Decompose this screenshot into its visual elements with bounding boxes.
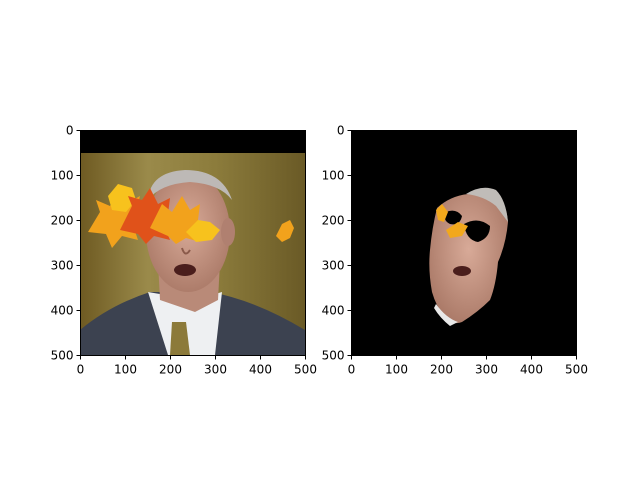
right-ytick-label-500: 500: [322, 349, 345, 363]
left-xtick-label-300: 300: [204, 363, 227, 377]
right-xtick-label-400: 400: [520, 363, 543, 377]
left-ytick-label-0: 0: [66, 124, 74, 138]
right-axes-frame: [351, 130, 577, 356]
left-xtick-label-400: 400: [249, 363, 272, 377]
mouth: [174, 264, 196, 276]
left-xtick-label-0: 0: [77, 363, 85, 377]
left-ytick-label-300: 300: [51, 259, 74, 273]
black-band: [80, 130, 305, 153]
leaf-fragment-2: [446, 222, 468, 238]
right-xtick-label-300: 300: [475, 363, 498, 377]
left-ytick-label-100: 100: [51, 169, 74, 183]
segmented-hair: [466, 187, 508, 222]
right-xtick-label-200: 200: [430, 363, 453, 377]
right-ytick-label-300: 300: [322, 259, 345, 273]
left-ytick-label-400: 400: [51, 304, 74, 318]
hair: [148, 170, 232, 200]
right-ytick-label-100: 100: [322, 169, 345, 183]
left-xtick-label-200: 200: [159, 363, 182, 377]
right-ytick-label-200: 200: [322, 214, 345, 228]
tie: [170, 322, 190, 355]
mask-hole-2: [464, 220, 490, 242]
right-image: [351, 130, 576, 355]
right-ytick-label-0: 0: [337, 124, 345, 138]
left-axes-frame: [80, 130, 306, 356]
right-xtick-label-0: 0: [348, 363, 356, 377]
left-image: [80, 130, 305, 355]
right-ytick-label-400: 400: [322, 304, 345, 318]
left-ytick-label-500: 500: [51, 349, 74, 363]
left-xtick-label-100: 100: [114, 363, 137, 377]
left-xtick-label-500: 500: [294, 363, 317, 377]
right-xtick-label-500: 500: [565, 363, 588, 377]
segmented-collar: [434, 304, 458, 326]
left-ytick-label-200: 200: [51, 214, 74, 228]
right-xtick-label-100: 100: [385, 363, 408, 377]
mask-hole-1: [444, 210, 462, 225]
leaf-fragment-1: [436, 204, 448, 222]
maple-leaves: [88, 184, 294, 248]
